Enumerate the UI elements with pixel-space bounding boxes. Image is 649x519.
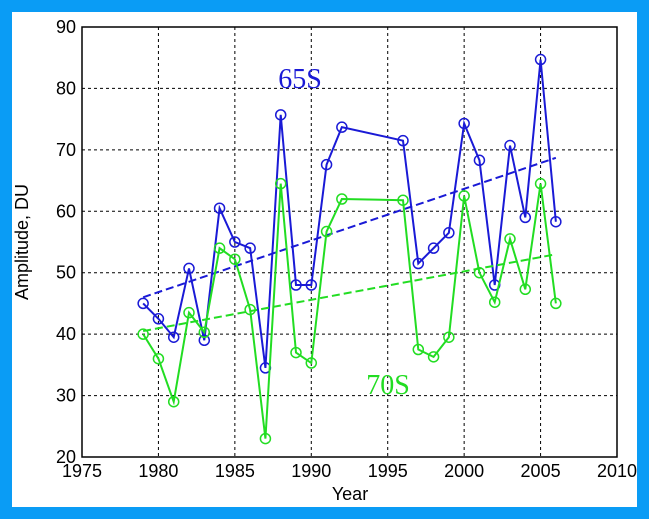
x-tick-label: 1980 [138, 461, 178, 481]
data-point [137, 297, 149, 310]
data-point [458, 117, 470, 130]
data-point [137, 328, 149, 340]
data-point [152, 352, 165, 365]
data-point [213, 202, 226, 214]
x-tick-label: 1985 [215, 461, 255, 481]
data-point [336, 121, 348, 133]
data-point [274, 177, 287, 190]
data-point [443, 331, 455, 343]
data-point [488, 296, 501, 308]
y-tick-label: 60 [56, 201, 76, 221]
data-point [167, 331, 180, 343]
data-point [229, 253, 241, 265]
data-point [550, 297, 562, 310]
data-point [305, 279, 318, 291]
data-point [167, 395, 180, 408]
trend-line [142, 253, 557, 333]
series-label: 65S [278, 64, 322, 95]
data-point [427, 351, 440, 363]
data-point [519, 283, 532, 296]
data-point [213, 242, 226, 254]
data-point [198, 334, 211, 347]
plot-frame [81, 26, 618, 458]
data-point [290, 279, 302, 291]
y-tick-label: 20 [56, 447, 76, 467]
data-point [534, 177, 547, 190]
x-tick-label: 1990 [291, 461, 331, 481]
data-point [458, 190, 470, 202]
x-tick-label: 1995 [368, 461, 408, 481]
x-tick-label: 2010 [597, 461, 637, 481]
x-tick-label: 1975 [62, 461, 102, 481]
data-point [397, 194, 409, 206]
data-point [519, 211, 532, 224]
data-point [336, 193, 348, 205]
data-point [427, 242, 440, 254]
data-point [198, 326, 211, 339]
data-point [152, 313, 165, 325]
data-point [412, 343, 425, 356]
data-point [274, 109, 287, 121]
series-line [142, 59, 557, 369]
data-point [244, 242, 256, 254]
data-point [534, 53, 547, 66]
data-point [412, 257, 425, 270]
data-point [397, 134, 409, 147]
data-point [244, 303, 256, 316]
data-point [504, 139, 516, 152]
data-point [320, 225, 333, 238]
data-point [473, 154, 486, 167]
y-axis-label: Amplitude, DU [12, 184, 32, 300]
data-point [183, 262, 195, 275]
data-point [305, 357, 318, 369]
data-point [229, 236, 241, 248]
x-axis-label: Year [332, 484, 368, 504]
series-line [142, 183, 557, 439]
data-point [183, 306, 195, 319]
data-point [443, 227, 455, 239]
x-tick-label: 2000 [444, 461, 484, 481]
data-point [550, 215, 562, 228]
y-tick-label: 40 [56, 324, 76, 344]
y-tick-label: 30 [56, 386, 76, 406]
data-point [473, 266, 486, 279]
y-tick-label: 50 [56, 263, 76, 283]
series-label: 70S [366, 370, 410, 401]
x-tick-label: 2005 [521, 461, 561, 481]
data-point [290, 346, 302, 359]
data-point [504, 233, 516, 245]
y-tick-label: 80 [56, 78, 76, 98]
data-point [320, 158, 333, 171]
data-point [259, 432, 272, 445]
y-tick-label: 70 [56, 140, 76, 160]
y-tick-label: 90 [56, 17, 76, 37]
